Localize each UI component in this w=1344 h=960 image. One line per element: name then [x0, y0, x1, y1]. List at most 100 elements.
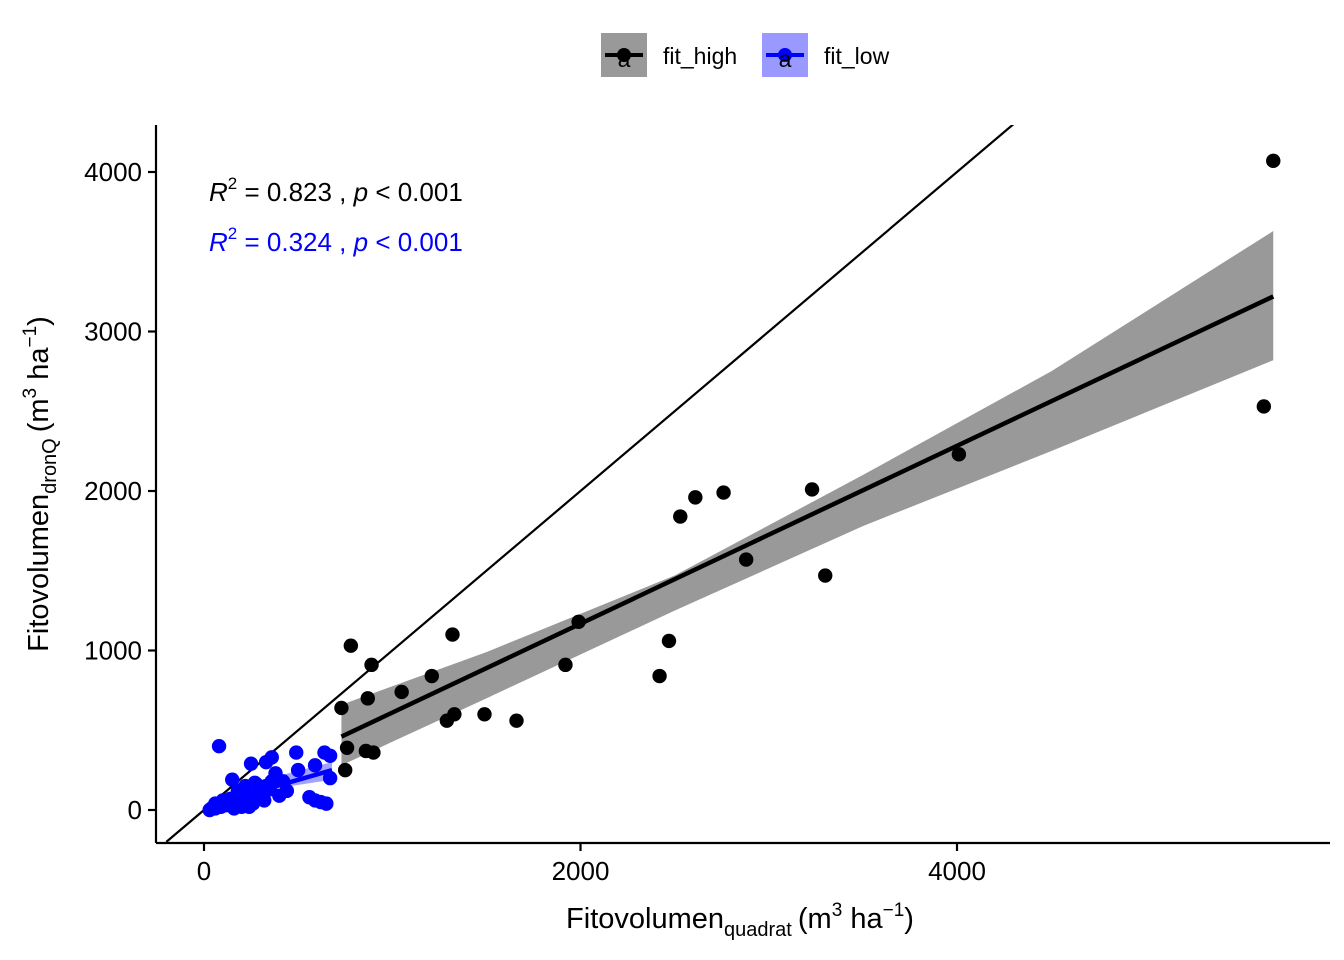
- legend: a fit_high a fit_low: [601, 33, 890, 77]
- point-fit-low: [322, 770, 338, 786]
- y-axis-title: FitovolumendronQ (m3 ha−1): [20, 316, 61, 652]
- point-fit-high: [1256, 399, 1272, 414]
- x-axis-title-sub: quadrat: [724, 919, 792, 941]
- point-fit-low: [264, 750, 279, 765]
- point-fit-high: [673, 509, 688, 524]
- y-tick-label: 3000: [84, 317, 142, 347]
- annotation-high-r2-exp: 2: [228, 174, 237, 193]
- y-tick-label: 1000: [84, 636, 142, 666]
- annotation-low-r2-exp: 2: [228, 224, 237, 243]
- annotation-high-r2-text: = 0.823 ,: [237, 177, 353, 207]
- y-axis-title-unit-exp2: −1: [20, 326, 41, 348]
- y-tick-label: 0: [128, 795, 142, 825]
- legend-label-fit-high: fit_high: [663, 43, 737, 69]
- point-fit-high: [951, 447, 967, 462]
- point-fit-high: [1266, 153, 1281, 169]
- point-fit-high: [424, 668, 439, 684]
- fit-line-fit-high: [340, 294, 1275, 739]
- confidence-band-fit-high: [341, 231, 1274, 766]
- y-tick-label: 2000: [84, 476, 142, 506]
- y-tick-label: 4000: [84, 157, 142, 187]
- x-axis-title: Fitovolumenquadrat (m3 ha−1): [566, 900, 914, 941]
- points-fit-high: [334, 153, 1281, 778]
- point-fit-high: [439, 713, 455, 728]
- svg-text:R2 = 0.823 , p < 0.001: R2 = 0.823 , p < 0.001: [209, 174, 463, 207]
- y-axis-title-sub: dronQ: [39, 438, 61, 494]
- x-axis-title-unit-open: (m: [798, 903, 832, 935]
- legend-key-point-fit-high: [617, 48, 631, 62]
- point-fit-low: [290, 762, 306, 778]
- point-fit-low: [232, 790, 247, 805]
- point-fit-low: [226, 801, 242, 816]
- x-axis-title-main: Fitovolumen: [566, 903, 724, 935]
- annotation-low-p-text: < 0.001: [368, 227, 463, 257]
- legend-key-glyph-fit-low: a: [779, 46, 792, 72]
- legend-item-fit-low[interactable]: a fit_low: [762, 33, 890, 77]
- point-fit-high: [364, 657, 379, 673]
- x-axis-title-unit-exp: 3: [832, 900, 843, 921]
- y-axis-ticks: 0 1000 2000 3000 4000: [84, 157, 156, 825]
- svg-text:R2 = 0.324 , p < 0.001: R2 = 0.324 , p < 0.001: [209, 224, 463, 257]
- annotation-low-p-symbol: p: [353, 227, 368, 257]
- point-fit-low: [211, 739, 227, 754]
- point-fit-high: [445, 627, 460, 642]
- x-axis-title-unit-close: ): [904, 903, 914, 935]
- point-fit-high: [339, 740, 355, 755]
- y-axis-title-unit-mid: ha: [23, 347, 55, 388]
- point-fit-low: [225, 772, 240, 787]
- annotation-low: R2 = 0.324 , p < 0.001: [209, 224, 463, 257]
- identity-line: [165, 125, 1015, 843]
- point-fit-low: [319, 796, 334, 811]
- point-fit-high: [804, 482, 820, 497]
- point-fit-high: [661, 633, 677, 649]
- point-fit-low: [257, 793, 272, 808]
- annotation-high-p-symbol: p: [353, 177, 368, 207]
- point-fit-high: [366, 745, 381, 760]
- point-fit-high: [509, 713, 524, 728]
- point-fit-high: [343, 638, 359, 653]
- point-fit-low: [241, 799, 257, 815]
- x-axis-title-unit-mid: ha: [842, 903, 883, 935]
- legend-key-point-fit-low: [778, 48, 792, 62]
- x-tick-label: 4000: [928, 856, 986, 886]
- point-fit-high: [652, 668, 667, 684]
- point-fit-low: [307, 793, 323, 808]
- x-axis-title-unit-exp2: −1: [883, 900, 905, 921]
- point-fit-low: [208, 796, 223, 811]
- x-axis-ticks: 0 2000 4000: [197, 843, 986, 886]
- point-fit-high: [571, 614, 586, 629]
- point-fit-low: [322, 748, 338, 763]
- point-fit-low: [264, 774, 279, 789]
- point-fit-high: [818, 568, 833, 583]
- point-fit-high: [477, 707, 492, 722]
- point-fit-low: [238, 778, 253, 794]
- plot-area: [165, 125, 1281, 843]
- legend-label-fit-low: fit_low: [824, 43, 890, 69]
- point-fit-high: [716, 485, 731, 500]
- y-axis-title-main: Fitovolumen: [23, 494, 55, 652]
- y-axis-title-unit-open: (m: [23, 398, 55, 432]
- point-fit-high: [558, 657, 573, 673]
- point-fit-high: [334, 700, 349, 716]
- point-fit-high: [394, 684, 409, 700]
- annotation-high: R2 = 0.823 , p < 0.001: [209, 174, 463, 207]
- annotation-low-r2-symbol: R: [209, 227, 228, 257]
- point-fit-high: [360, 691, 375, 706]
- point-fit-high: [738, 552, 754, 567]
- annotation-high-p-text: < 0.001: [368, 177, 463, 207]
- points-fit-low: [202, 739, 338, 818]
- legend-item-fit-high[interactable]: a fit_high: [601, 33, 737, 77]
- point-fit-low: [243, 756, 259, 771]
- point-fit-high: [337, 762, 353, 778]
- annotation-low-r2-text: = 0.324 ,: [237, 227, 353, 257]
- x-tick-label: 0: [197, 856, 211, 886]
- point-fit-high: [688, 490, 703, 505]
- y-axis-title-unit-exp: 3: [20, 388, 41, 399]
- point-fit-low: [289, 745, 304, 760]
- y-axis-title-unit-close: ): [23, 316, 55, 326]
- annotation-high-r2-symbol: R: [209, 177, 228, 207]
- legend-key-glyph-fit-high: a: [618, 46, 631, 72]
- x-tick-label: 2000: [552, 856, 610, 886]
- point-fit-low: [307, 758, 323, 773]
